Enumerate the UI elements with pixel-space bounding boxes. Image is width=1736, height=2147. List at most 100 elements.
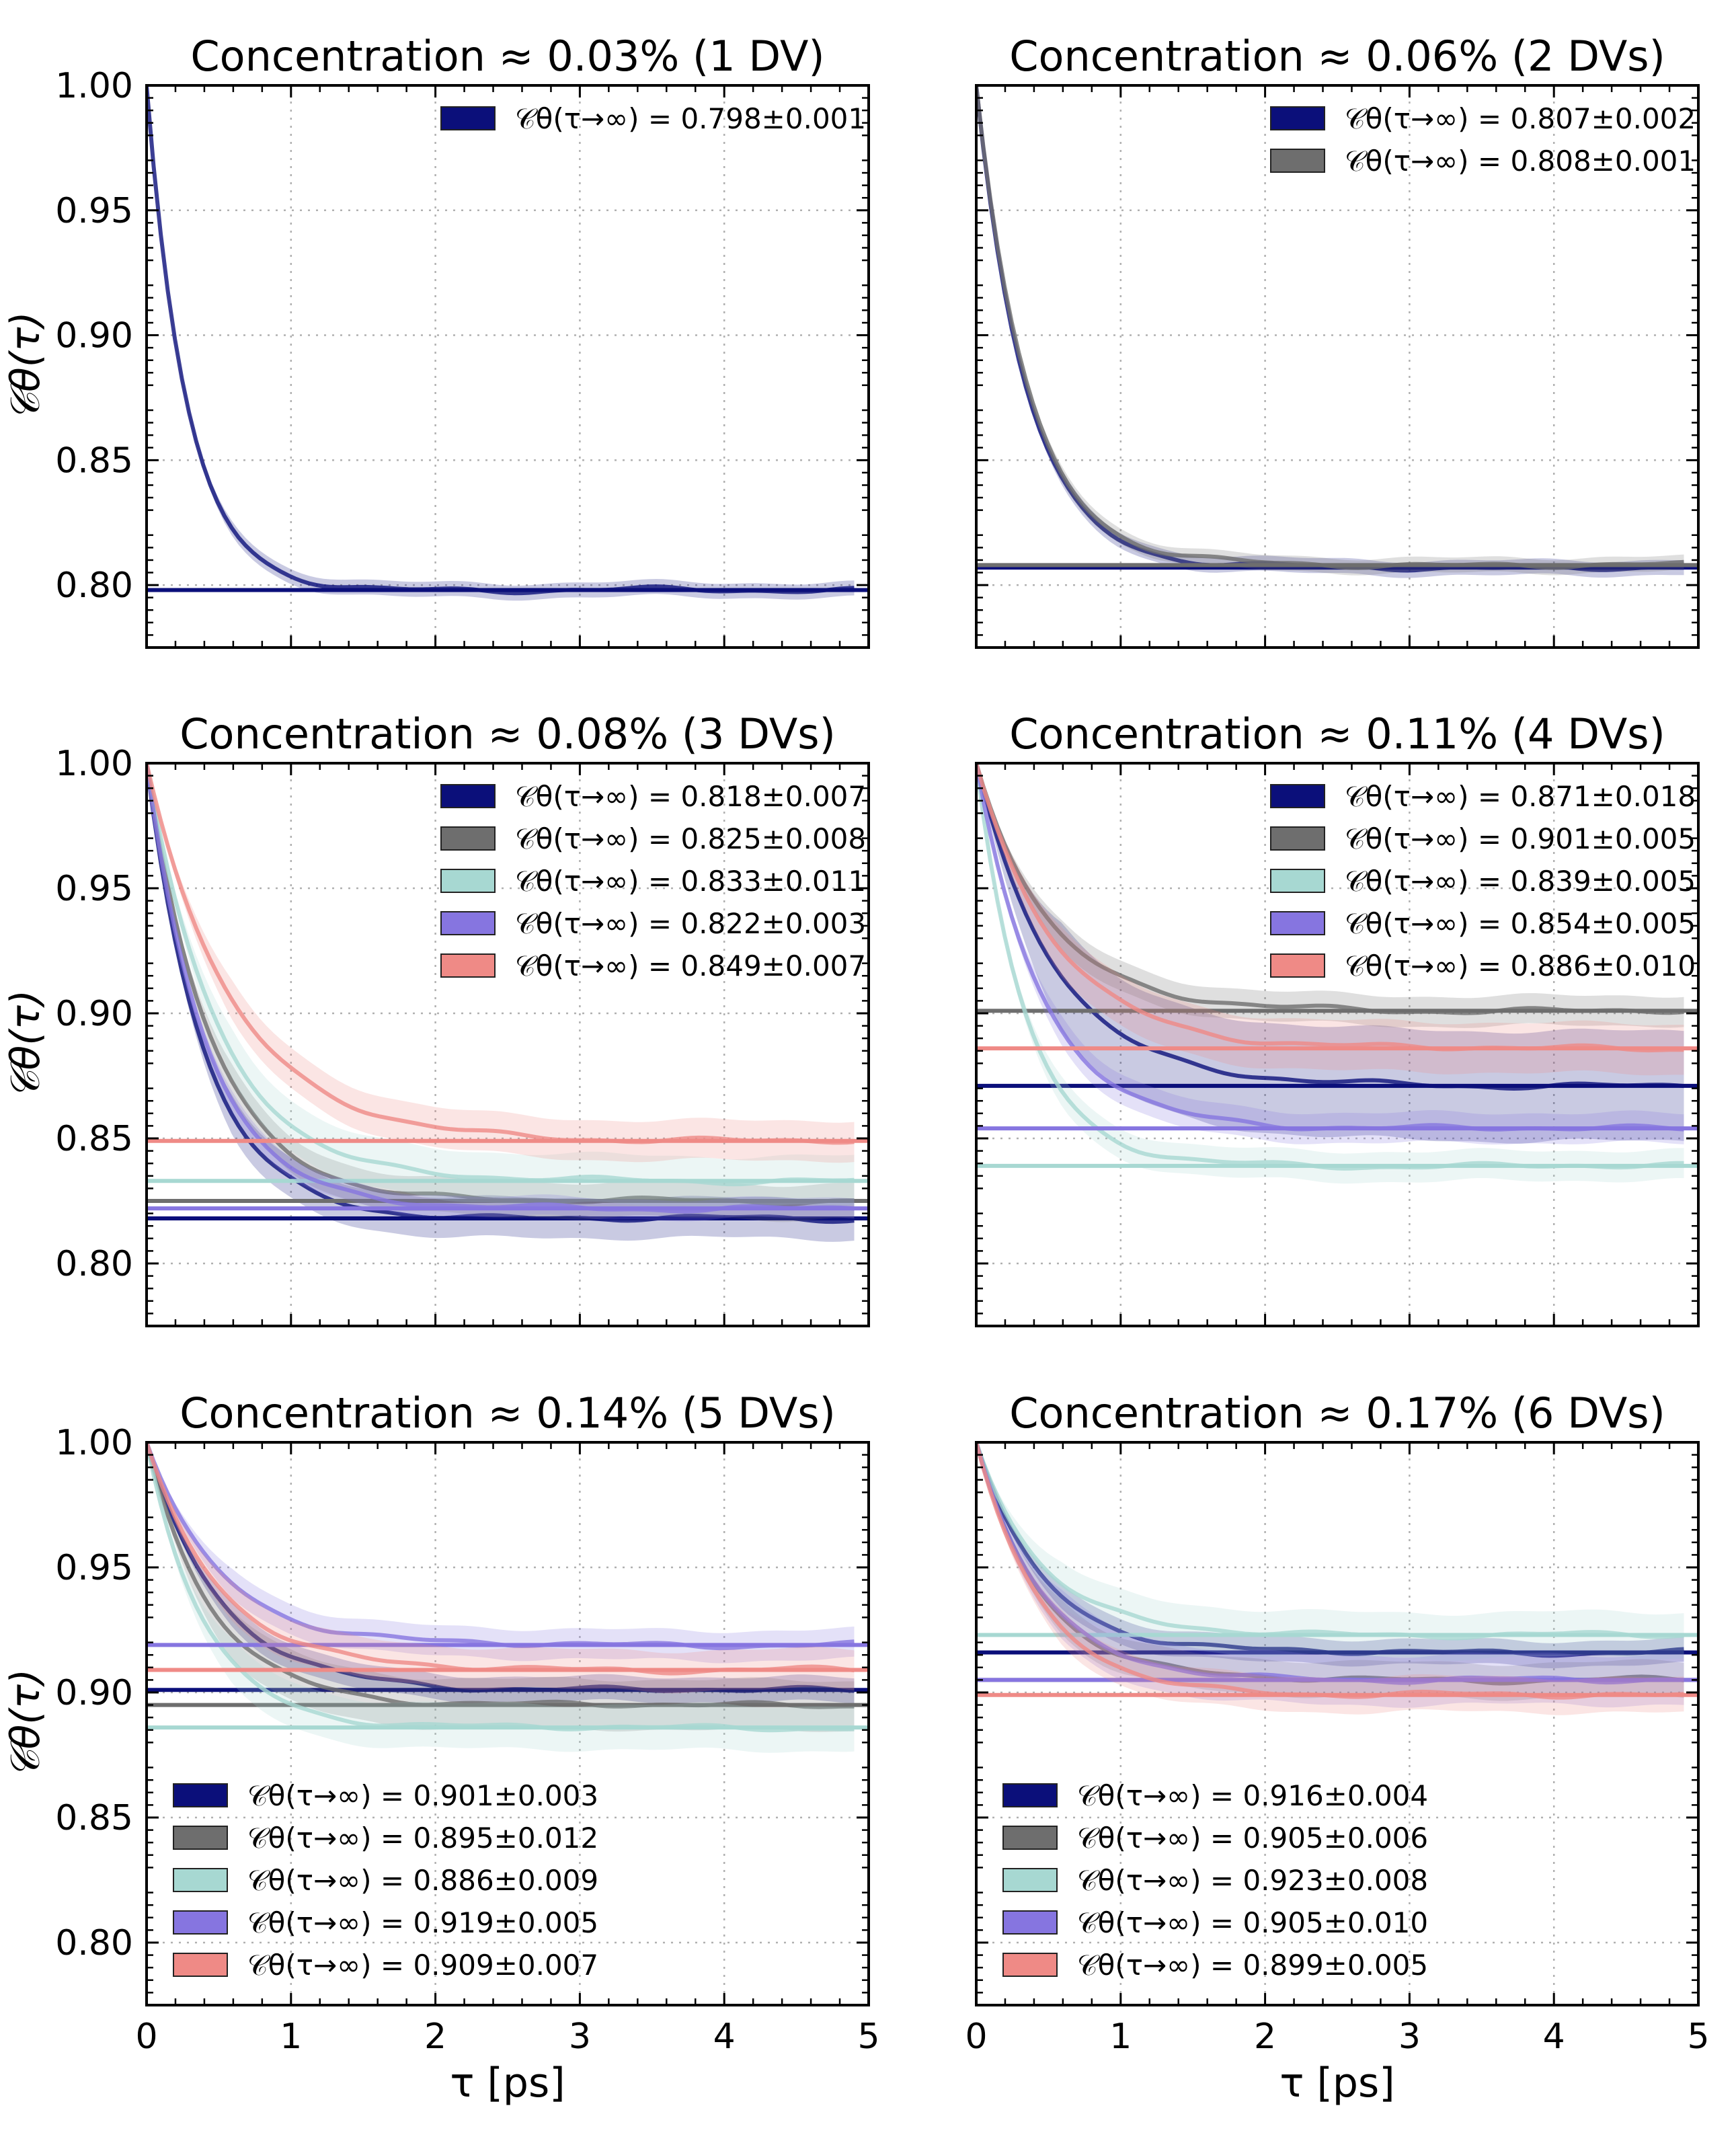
confidence-band-teal	[147, 763, 855, 1210]
series-line-teal	[147, 763, 855, 1187]
confidence-band-gray	[976, 763, 1684, 1028]
panel-4: Concentration ≈ 0.11% (4 DVs) 𝒞θ(τ→∞) = 0…	[975, 709, 1700, 1327]
plot-area	[147, 1442, 869, 1753]
x-tick-label: 3	[569, 2017, 591, 2057]
legend-label: 𝒞θ(τ→∞) = 0.886±0.009	[247, 1864, 598, 1897]
axes-frame	[975, 84, 1700, 649]
legend: 𝒞θ(τ→∞) = 0.871±0.018 𝒞θ(τ→∞) = 0.901±0.0…	[1270, 780, 1696, 982]
confidence-band-purple	[976, 1442, 1684, 1708]
legend-swatch-salmon	[1002, 1953, 1058, 1977]
legend-label: 𝒞θ(τ→∞) = 0.909±0.007	[247, 1949, 598, 1982]
legend: 𝒞θ(τ→∞) = 0.916±0.004 𝒞θ(τ→∞) = 0.905±0.0…	[1002, 1779, 1428, 1982]
y-tick-label: 0.80	[55, 565, 133, 606]
confidence-band-salmon	[147, 1442, 855, 1694]
x-tick-label: 0	[135, 2017, 157, 2057]
y-tick-label: 1.00	[55, 1423, 133, 1463]
legend-swatch-navy	[1270, 784, 1325, 808]
legend-label: 𝒞θ(τ→∞) = 0.916±0.004	[1077, 1779, 1428, 1812]
legend-label: 𝒞θ(τ→∞) = 0.839±0.005	[1345, 865, 1696, 898]
legend: 𝒞θ(τ→∞) = 0.901±0.003 𝒞θ(τ→∞) = 0.895±0.0…	[173, 1779, 598, 1982]
legend-swatch-navy	[440, 106, 496, 130]
legend-label: 𝒞θ(τ→∞) = 0.895±0.012	[247, 1822, 598, 1855]
panel-3: 0.80 0.85 0.90 0.95 1.00 Concentration ≈ 0.08…	[2, 709, 870, 1327]
legend: 𝒞θ(τ→∞) = 0.818±0.007 𝒞θ(τ→∞) = 0.825±0.0…	[440, 780, 866, 982]
legend-label: 𝒞θ(τ→∞) = 0.818±0.007	[515, 780, 866, 813]
plot-area	[147, 763, 869, 1242]
legend-label: 𝒞θ(τ→∞) = 0.849±0.007	[515, 949, 866, 982]
legend-swatch-teal	[1270, 869, 1325, 893]
confidence-band-teal	[976, 1442, 1684, 1661]
legend-swatch-salmon	[440, 953, 496, 978]
legend-label: 𝒞θ(τ→∞) = 0.798±0.001	[515, 102, 866, 135]
y-tick-label: 0.90	[55, 994, 133, 1034]
plot-area	[976, 1442, 1698, 1715]
legend-label: 𝒞θ(τ→∞) = 0.901±0.003	[247, 1779, 598, 1812]
legend-label: 𝒞θ(τ→∞) = 0.854±0.005	[1345, 907, 1696, 940]
y-tick-label: 0.85	[55, 1798, 133, 1838]
y-tick-label: 0.80	[55, 1244, 133, 1284]
confidence-band-navy	[976, 1442, 1684, 1668]
y-tick-label: 0.85	[55, 440, 133, 481]
y-tick-label: 1.00	[55, 744, 133, 784]
panel-1: 0.80 0.85 0.90 0.95 1.00 Concentration ≈ 0.03…	[2, 32, 870, 649]
axes-frame	[975, 1441, 1700, 2006]
legend-label: 𝒞θ(τ→∞) = 0.886±0.010	[1345, 949, 1696, 982]
y-axis-label: 𝒞θ(τ)	[2, 311, 49, 421]
plot-area	[147, 85, 869, 601]
legend-swatch-navy	[1002, 1783, 1058, 1807]
x-tick-label: 4	[1543, 2017, 1565, 2057]
axes-frame	[145, 1441, 870, 2006]
legend-label: 𝒞θ(τ→∞) = 0.905±0.010	[1077, 1906, 1428, 1939]
x-tick-label: 2	[424, 2017, 446, 2057]
x-tick-label: 5	[857, 2017, 879, 2057]
x-axis-label: τ [ps]	[1279, 2060, 1394, 2107]
legend-swatch-purple	[173, 1910, 228, 1935]
legend-label: 𝒞θ(τ→∞) = 0.901±0.005	[1345, 822, 1696, 855]
panel-title: Concentration ≈ 0.08% (3 DVs)	[180, 709, 836, 758]
legend-label: 𝒞θ(τ→∞) = 0.919±0.005	[247, 1906, 598, 1939]
legend-swatch-gray	[1270, 826, 1325, 851]
y-tick-label: 0.90	[55, 1673, 133, 1713]
confidence-band-navy	[147, 85, 855, 601]
legend-label: 𝒞θ(τ→∞) = 0.905±0.006	[1077, 1822, 1428, 1855]
legend: 𝒞θ(τ→∞) = 0.798±0.001	[440, 102, 866, 135]
panel-title: Concentration ≈ 0.17% (6 DVs)	[1009, 1389, 1665, 1438]
legend-swatch-navy	[440, 784, 496, 808]
axes-frame	[145, 84, 870, 649]
confidence-band-salmon	[976, 763, 1684, 1076]
legend-swatch-gray	[440, 826, 496, 851]
legend-swatch-teal	[1002, 1868, 1058, 1892]
legend-swatch-gray	[173, 1826, 228, 1850]
x-tick-label: 5	[1687, 2017, 1709, 2057]
x-tick-label: 0	[965, 2017, 987, 2057]
legend-swatch-teal	[173, 1868, 228, 1892]
axes-frame	[975, 762, 1700, 1327]
y-tick-label: 1.00	[55, 66, 133, 106]
legend-swatch-navy	[173, 1783, 228, 1807]
legend-label: 𝒞θ(τ→∞) = 0.825±0.008	[515, 822, 866, 855]
legend-swatch-salmon	[1270, 953, 1325, 978]
y-tick-label: 0.95	[55, 1548, 133, 1588]
legend-label: 𝒞θ(τ→∞) = 0.807±0.002	[1345, 102, 1696, 135]
confidence-band-salmon	[976, 1442, 1684, 1715]
legend: 𝒞θ(τ→∞) = 0.807±0.002 𝒞θ(τ→∞) = 0.808±0.0…	[1270, 102, 1696, 178]
legend-swatch-purple	[1002, 1910, 1058, 1935]
legend-label: 𝒞θ(τ→∞) = 0.871±0.018	[1345, 780, 1696, 813]
confidence-band-salmon	[147, 763, 855, 1163]
panel-title: Concentration ≈ 0.06% (2 DVs)	[1009, 32, 1665, 81]
confidence-band-navy	[147, 1442, 855, 1704]
confidence-band-teal	[147, 1442, 855, 1753]
y-tick-label: 0.90	[55, 316, 133, 356]
y-tick-label: 0.85	[55, 1119, 133, 1159]
series-line-navy	[147, 85, 855, 596]
x-tick-label: 2	[1254, 2017, 1276, 2057]
series-line-salmon	[976, 763, 1684, 1053]
panel-title: Concentration ≈ 0.14% (5 DVs)	[180, 1389, 836, 1438]
panel-title: Concentration ≈ 0.03% (1 DV)	[190, 32, 824, 81]
x-axis-label: τ [ps]	[450, 2060, 565, 2107]
panel-2: Concentration ≈ 0.06% (2 DVs) 𝒞θ(τ→∞) = 0…	[975, 32, 1700, 649]
legend-label: 𝒞θ(τ→∞) = 0.923±0.008	[1077, 1864, 1428, 1897]
legend-label: 𝒞θ(τ→∞) = 0.899±0.005	[1077, 1949, 1428, 1982]
plot-area	[976, 763, 1698, 1184]
y-axis-label: 𝒞θ(τ)	[2, 1669, 49, 1779]
